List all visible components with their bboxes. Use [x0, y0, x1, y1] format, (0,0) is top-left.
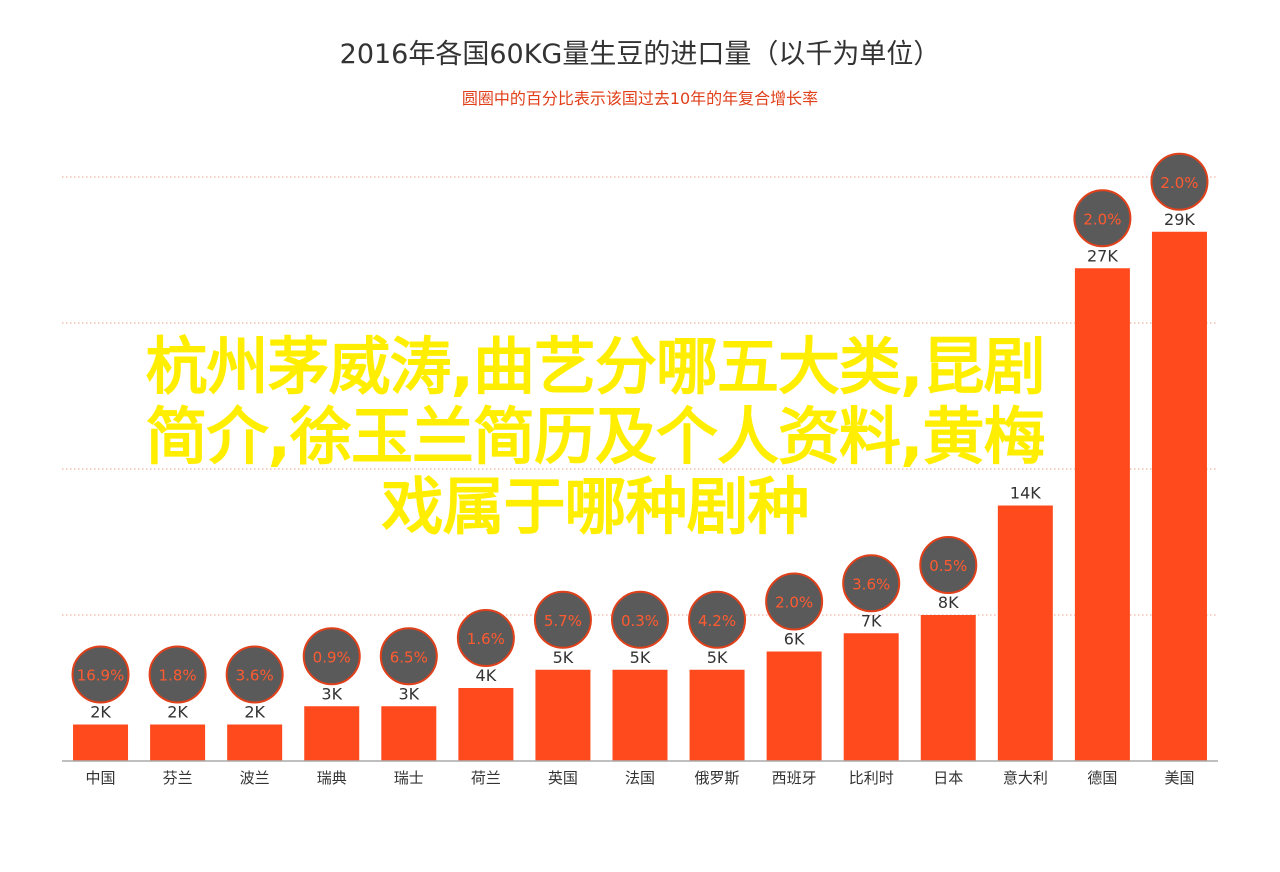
growth-rate-label: 0.9%: [313, 648, 351, 666]
bar: [997, 505, 1053, 761]
x-tick-label: 瑞典: [317, 769, 347, 787]
bars: [73, 231, 1207, 761]
bar: [227, 724, 283, 761]
growth-rate-label: 3.6%: [236, 667, 274, 685]
bar: [689, 669, 745, 761]
bar: [612, 669, 668, 761]
bar: [920, 615, 976, 761]
growth-rate-label: 16.9%: [77, 667, 125, 685]
bar-value-label: 29K: [1164, 210, 1195, 229]
bar: [73, 724, 129, 761]
growth-circle: [148, 645, 207, 704]
x-tick-label: 德国: [1087, 769, 1117, 787]
x-tick-labels: 中国 芬兰 波兰 瑞典 瑞士 荷兰 英国 法国 俄罗斯 西班牙 比利时 日本 意大利 德国 美国: [86, 769, 1195, 787]
growth-circle: [225, 645, 284, 704]
growth-rate-label: 3.6%: [852, 575, 890, 593]
growth-circle: [842, 554, 901, 613]
bar: [458, 688, 514, 761]
growth-rate-label: 5.7%: [544, 612, 582, 630]
x-tick-label: 俄罗斯: [695, 769, 740, 787]
growth-circle: [1150, 152, 1209, 211]
growth-rate-label: 0.3%: [621, 612, 659, 630]
growth-circle: [611, 590, 669, 649]
bar-value-label: 7K: [861, 611, 882, 630]
x-tick-label: 西班牙: [772, 769, 817, 787]
gridlines: [62, 176, 1218, 616]
bar-value-label: 14K: [1010, 484, 1041, 503]
growth-circle: [302, 627, 361, 686]
growth-rate-label: 1.6%: [467, 630, 505, 648]
bar-value-label: 2K: [244, 703, 265, 722]
growth-rate-label: 2.0%: [1083, 210, 1121, 228]
bar: [381, 706, 437, 761]
growth-circle: [379, 627, 438, 686]
bar-value-label: 2K: [90, 703, 111, 722]
x-tick-label: 法国: [625, 769, 655, 787]
bar-value-label: 5K: [630, 648, 651, 667]
bar: [150, 724, 206, 761]
bar-value-label: 3K: [321, 684, 342, 703]
bar-value-label: 8K: [938, 593, 959, 612]
growth-circle: [71, 645, 130, 704]
bar: [535, 669, 591, 761]
bar: [1151, 231, 1207, 761]
bar-value-label: 4K: [476, 666, 497, 685]
bar: [304, 706, 360, 761]
bar: [1074, 268, 1130, 761]
growth-circle: [765, 572, 824, 631]
growth-rate-label: 2.0%: [1160, 174, 1198, 192]
x-tick-label: 意大利: [1003, 769, 1048, 787]
x-tick-label: 荷兰: [471, 769, 501, 787]
bar-value-label: 2K: [167, 703, 188, 722]
x-tick-label: 瑞士: [394, 769, 424, 787]
x-tick-label: 日本: [933, 769, 963, 787]
growth-circle: [919, 536, 978, 594]
x-tick-label: 美国: [1164, 769, 1194, 787]
x-tick-label: 比利时: [849, 769, 894, 787]
growth-circle: [533, 590, 592, 649]
growth-circle: [1073, 189, 1132, 248]
growth-circle: [688, 590, 747, 649]
x-tick-label: 波兰: [240, 769, 270, 787]
growth-circle: [456, 609, 515, 667]
growth-rate-label: 2.0%: [775, 594, 813, 612]
bar-value-label: 6K: [784, 630, 805, 649]
bar-value-label: 5K: [707, 648, 728, 667]
bar: [766, 651, 822, 761]
bar-value-label: 5K: [553, 648, 574, 667]
x-tick-label: 英国: [548, 769, 578, 787]
bar: [843, 633, 899, 761]
x-tick-label: 中国: [86, 769, 116, 787]
data-labels: 2K 2K 2K 3K 3K 4K 5K 5K 5K 6K 7K 8K 14K 27K 29K: [90, 210, 1195, 722]
growth-rate-label: 1.8%: [159, 667, 197, 685]
growth-circles: 16.9% 1.8% 3.6% 0.9% 6.5% 1.6% 5.7% 0.3% 4.2% 2.0…: [71, 152, 1209, 704]
growth-rate-label: 4.2%: [698, 612, 736, 630]
bar-value-label: 3K: [398, 684, 419, 703]
growth-rate-label: 0.5%: [929, 557, 967, 575]
x-tick-label: 芬兰: [163, 769, 193, 787]
chart-subtitle: 圆圈中的百分比表示该国过去10年的年复合增长率: [462, 89, 818, 108]
bar-value-label: 27K: [1087, 246, 1118, 265]
growth-rate-label: 6.5%: [390, 648, 428, 666]
chart-title: 2016年各国60KG量生豆的进口量（以千为单位）: [340, 39, 941, 70]
